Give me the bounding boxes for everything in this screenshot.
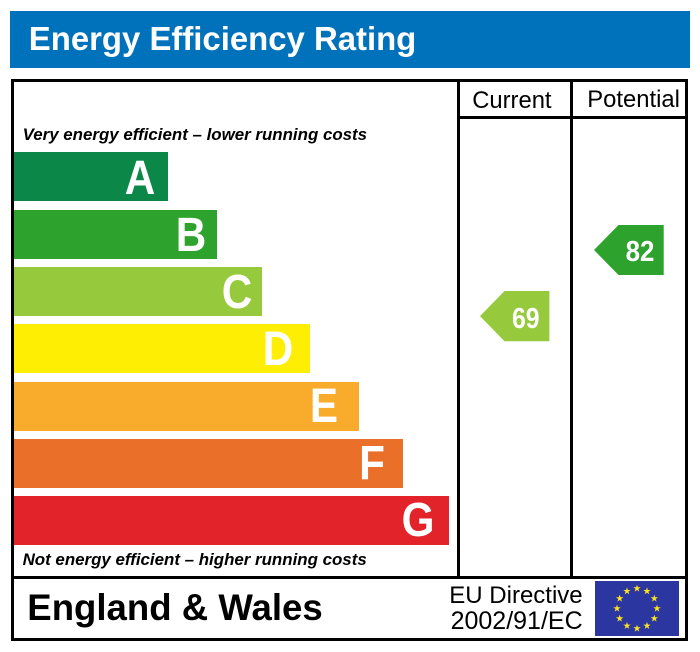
svg-text:69: 69 xyxy=(512,304,540,336)
svg-text:82: 82 xyxy=(625,236,654,268)
